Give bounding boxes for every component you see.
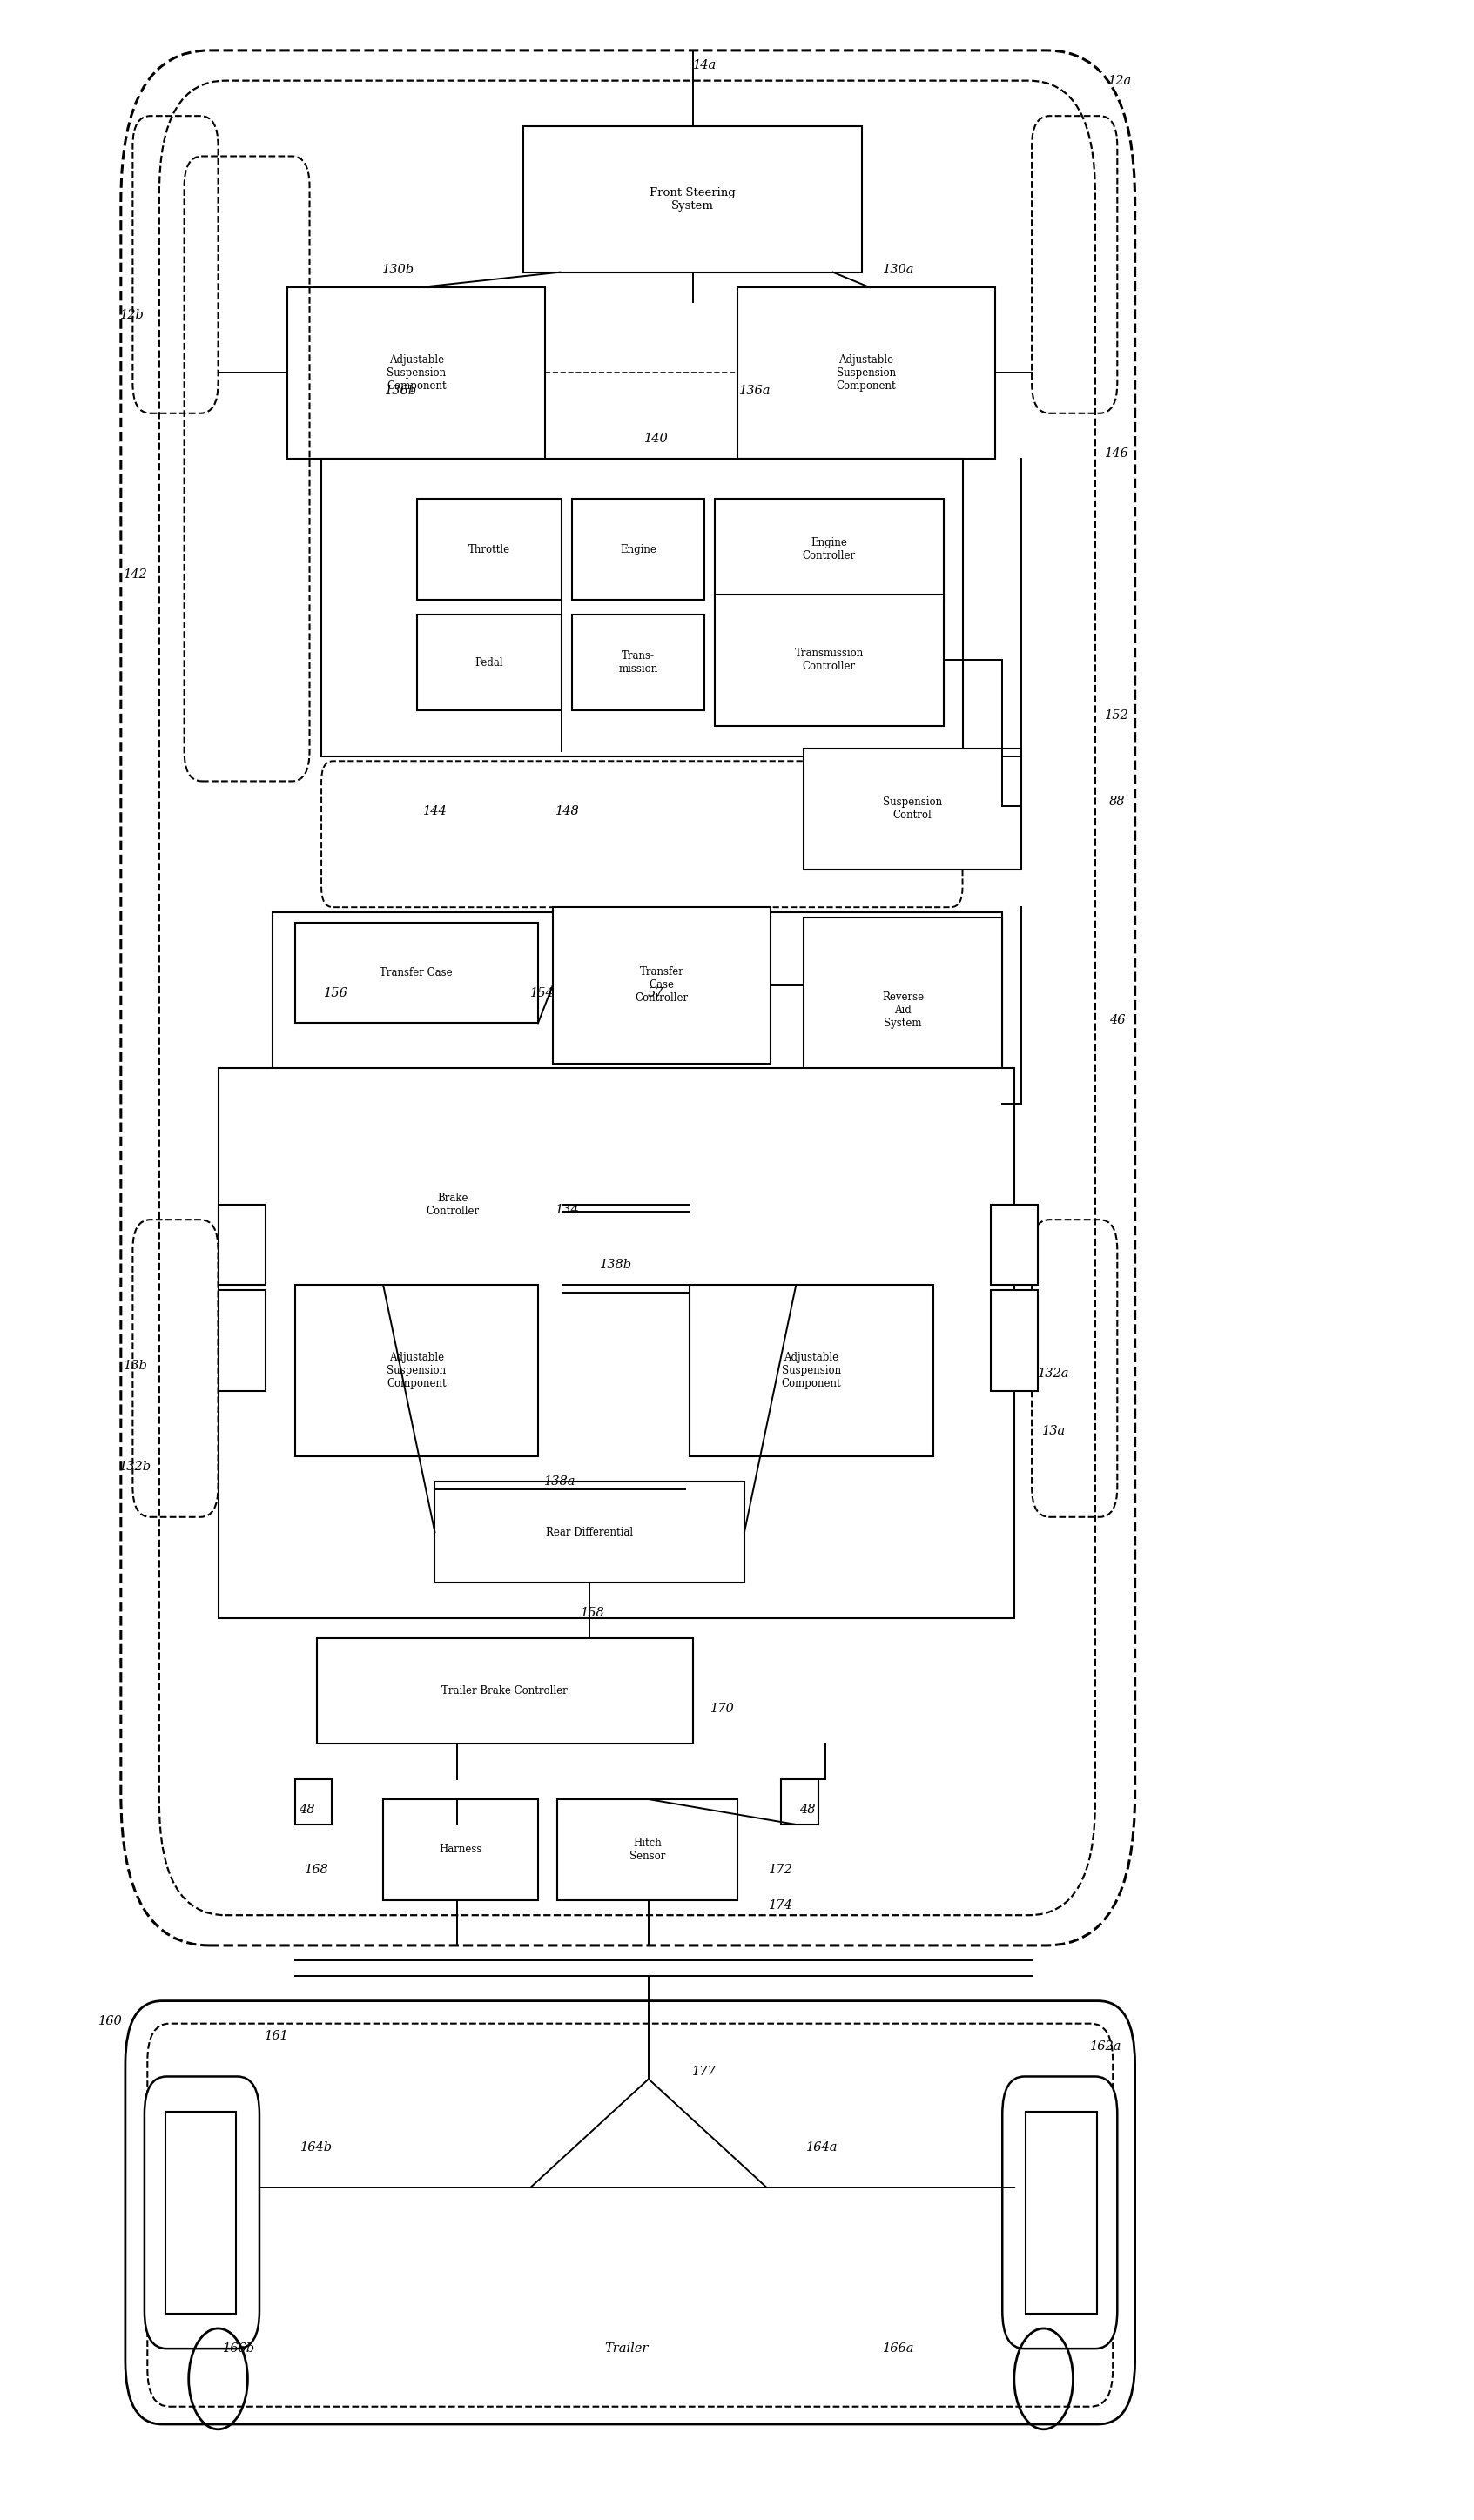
- Text: Pedal: Pedal: [475, 658, 504, 668]
- FancyBboxPatch shape: [295, 1779, 332, 1824]
- Text: 160: 160: [99, 2016, 122, 2026]
- Text: 161: 161: [265, 2031, 289, 2041]
- FancyBboxPatch shape: [317, 1638, 693, 1744]
- FancyBboxPatch shape: [737, 287, 995, 459]
- Text: 170: 170: [710, 1704, 734, 1714]
- Text: 164b: 164b: [301, 2142, 333, 2152]
- FancyBboxPatch shape: [273, 912, 1002, 1104]
- FancyBboxPatch shape: [572, 615, 705, 711]
- Text: Adjustable
Suspension
Component: Adjustable Suspension Component: [781, 1353, 842, 1389]
- FancyBboxPatch shape: [218, 1068, 1014, 1618]
- FancyBboxPatch shape: [1026, 2112, 1097, 2313]
- FancyBboxPatch shape: [690, 1285, 933, 1457]
- FancyBboxPatch shape: [383, 1799, 538, 1900]
- FancyBboxPatch shape: [417, 615, 562, 711]
- Text: 140: 140: [644, 433, 668, 444]
- Text: Adjustable
Suspension
Component: Adjustable Suspension Component: [386, 355, 447, 391]
- Text: 12a: 12a: [1108, 76, 1132, 86]
- FancyBboxPatch shape: [803, 748, 1021, 869]
- FancyBboxPatch shape: [991, 1290, 1038, 1391]
- Text: 158: 158: [581, 1608, 604, 1618]
- Text: Suspension
Control: Suspension Control: [883, 796, 942, 822]
- Text: 132a: 132a: [1038, 1368, 1070, 1378]
- FancyBboxPatch shape: [342, 1142, 563, 1268]
- Text: Trans-
mission: Trans- mission: [619, 650, 657, 675]
- FancyBboxPatch shape: [295, 922, 538, 1023]
- FancyBboxPatch shape: [417, 499, 562, 600]
- FancyBboxPatch shape: [523, 126, 862, 272]
- FancyBboxPatch shape: [715, 499, 943, 600]
- Text: Transfer
Case
Controller: Transfer Case Controller: [635, 968, 688, 1003]
- Text: Adjustable
Suspension
Component: Adjustable Suspension Component: [836, 355, 896, 391]
- Text: 142: 142: [124, 570, 147, 580]
- Text: 130a: 130a: [883, 265, 915, 275]
- Text: 154: 154: [531, 988, 554, 998]
- Text: 138b: 138b: [600, 1260, 632, 1270]
- Text: 148: 148: [556, 806, 579, 816]
- Text: Transmission
Controller: Transmission Controller: [794, 648, 864, 673]
- FancyBboxPatch shape: [218, 1205, 265, 1285]
- FancyBboxPatch shape: [991, 1205, 1038, 1285]
- Text: 130b: 130b: [382, 265, 414, 275]
- Text: 132b: 132b: [119, 1462, 152, 1472]
- Text: 138a: 138a: [544, 1477, 576, 1487]
- Text: 174: 174: [769, 1900, 793, 1910]
- Text: 162a: 162a: [1089, 2041, 1122, 2051]
- Text: Engine
Controller: Engine Controller: [802, 537, 856, 562]
- Text: Reverse
Aid
System: Reverse Aid System: [881, 993, 924, 1028]
- Text: Transfer Case: Transfer Case: [380, 968, 453, 978]
- FancyBboxPatch shape: [803, 917, 1002, 1104]
- Text: Brake
Controller: Brake Controller: [426, 1192, 479, 1217]
- Text: 152: 152: [1106, 711, 1129, 721]
- FancyBboxPatch shape: [715, 595, 943, 726]
- Text: 88: 88: [1110, 796, 1125, 806]
- Text: Engine: Engine: [621, 544, 656, 554]
- Text: Front Steering
System: Front Steering System: [650, 186, 736, 212]
- Text: 144: 144: [423, 806, 447, 816]
- Text: 136a: 136a: [738, 386, 771, 396]
- Text: 134: 134: [556, 1205, 579, 1215]
- FancyBboxPatch shape: [781, 1779, 818, 1824]
- FancyBboxPatch shape: [218, 1290, 265, 1391]
- FancyBboxPatch shape: [125, 2001, 1135, 2424]
- Text: 48: 48: [800, 1804, 815, 1814]
- Text: 13b: 13b: [124, 1361, 147, 1371]
- Text: 13a: 13a: [1042, 1426, 1066, 1436]
- Text: 156: 156: [324, 988, 348, 998]
- Text: 14a: 14a: [693, 60, 716, 71]
- FancyBboxPatch shape: [287, 287, 545, 459]
- FancyBboxPatch shape: [1002, 2076, 1117, 2349]
- Text: Trailer: Trailer: [604, 2344, 649, 2354]
- Text: 136b: 136b: [385, 386, 417, 396]
- Text: 48: 48: [299, 1804, 314, 1814]
- Text: 46: 46: [1110, 1016, 1125, 1026]
- FancyBboxPatch shape: [144, 2076, 259, 2349]
- Text: Adjustable
Suspension
Component: Adjustable Suspension Component: [386, 1353, 447, 1389]
- Text: 166a: 166a: [883, 2344, 915, 2354]
- Text: 168: 168: [305, 1865, 329, 1875]
- FancyBboxPatch shape: [557, 1799, 737, 1900]
- Text: 166b: 166b: [223, 2344, 255, 2354]
- FancyBboxPatch shape: [553, 907, 771, 1063]
- Text: 12b: 12b: [121, 310, 144, 320]
- Text: 177: 177: [693, 2066, 716, 2076]
- Text: Rear Differential: Rear Differential: [545, 1527, 634, 1537]
- Text: Trailer Brake Controller: Trailer Brake Controller: [442, 1686, 567, 1696]
- Text: 57: 57: [649, 988, 663, 998]
- FancyBboxPatch shape: [572, 499, 705, 600]
- Text: 164a: 164a: [806, 2142, 839, 2152]
- Text: Throttle: Throttle: [469, 544, 510, 554]
- Text: Harness: Harness: [439, 1845, 482, 1855]
- FancyBboxPatch shape: [165, 2112, 236, 2313]
- Text: Hitch
Sensor: Hitch Sensor: [629, 1837, 665, 1862]
- Text: 172: 172: [769, 1865, 793, 1875]
- FancyBboxPatch shape: [321, 459, 963, 756]
- Text: 146: 146: [1106, 449, 1129, 459]
- FancyBboxPatch shape: [295, 1285, 538, 1457]
- FancyBboxPatch shape: [435, 1482, 744, 1583]
